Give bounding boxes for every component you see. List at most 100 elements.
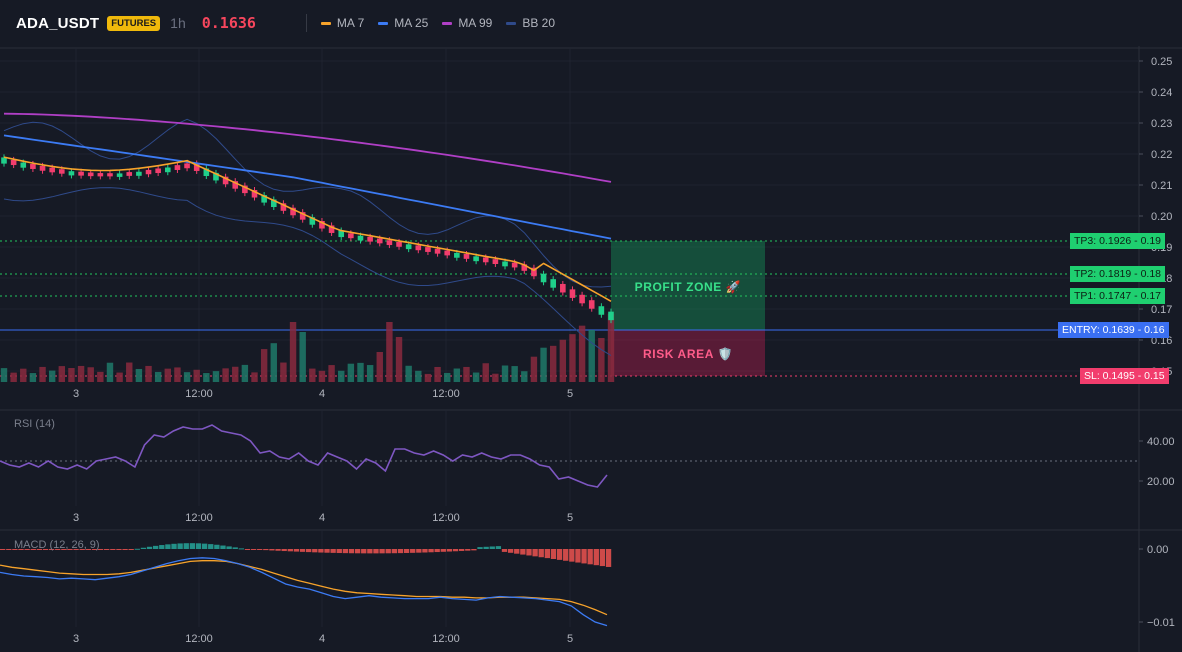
candle-body bbox=[569, 289, 576, 298]
macd-histogram-bar bbox=[48, 549, 55, 550]
legend-ma25[interactable]: MA 25 bbox=[378, 16, 428, 30]
time-tick-label: 3 bbox=[73, 388, 79, 400]
candle-body bbox=[97, 173, 104, 177]
volume-bar bbox=[559, 339, 567, 382]
candle-body bbox=[444, 250, 451, 256]
macd-histogram-bar bbox=[489, 546, 495, 549]
volume-bar bbox=[174, 367, 181, 382]
macd-histogram-bar bbox=[391, 549, 397, 554]
volume-bar bbox=[193, 369, 200, 382]
candle-body bbox=[280, 203, 287, 211]
tp2-label[interactable]: TP2: 0.1819 - 0.18 bbox=[1070, 266, 1165, 282]
volume-bar bbox=[97, 371, 104, 382]
time-tick-label: 5 bbox=[567, 512, 573, 524]
candle-body bbox=[145, 169, 152, 175]
macd-histogram-bar bbox=[587, 549, 593, 565]
macd-histogram-bar bbox=[471, 549, 477, 551]
macd-histogram-bar bbox=[532, 549, 538, 557]
tp3-label[interactable]: TP3: 0.1926 - 0.19 bbox=[1070, 233, 1165, 249]
symbol-name[interactable]: ADA_USDT bbox=[16, 14, 100, 32]
candle-body bbox=[502, 261, 508, 267]
macd-histogram-bar bbox=[397, 549, 404, 554]
candle-body bbox=[482, 257, 489, 263]
macd-histogram-bar bbox=[318, 549, 324, 553]
volume-bar bbox=[482, 363, 489, 382]
macd-histogram-bar bbox=[61, 549, 67, 550]
macd-histogram-bar bbox=[581, 549, 587, 564]
price-tick-label: 0.22 bbox=[1151, 149, 1172, 161]
volume-bar bbox=[309, 368, 316, 382]
timeframe-label[interactable]: 1h bbox=[170, 15, 186, 31]
volume-bar bbox=[607, 313, 615, 382]
macd-histogram-bar bbox=[501, 549, 508, 552]
tp1-axis: 0.17 bbox=[1140, 290, 1161, 302]
time-tick-label: 12:00 bbox=[432, 388, 460, 400]
macd-histogram-bar bbox=[244, 549, 251, 550]
price-tick-label: 0.20 bbox=[1151, 211, 1172, 223]
macd-histogram-bar bbox=[459, 549, 465, 551]
bb-lower-line bbox=[3, 187, 612, 356]
price-tick-label: 0.23 bbox=[1151, 118, 1172, 130]
time-tick-label: 12:00 bbox=[185, 633, 213, 645]
volume-bar bbox=[212, 371, 220, 382]
tp3-axis: 0.19 bbox=[1140, 235, 1161, 247]
volume-bar bbox=[0, 368, 8, 382]
sl-label[interactable]: SL: 0.1495 - 0.15 bbox=[1080, 368, 1169, 384]
macd-histogram-bar bbox=[153, 545, 159, 549]
candle-body bbox=[550, 279, 556, 288]
volume-bar bbox=[280, 362, 287, 382]
macd-histogram-bar bbox=[195, 543, 202, 549]
volume-bar bbox=[48, 370, 56, 382]
ma7-swatch bbox=[320, 21, 331, 25]
entry-label[interactable]: ENTRY: 0.1639 - 0.16 bbox=[1058, 322, 1169, 338]
risk-zone-label: RISK AREA 🛡️ bbox=[643, 347, 733, 361]
macd-histogram-bar bbox=[299, 549, 306, 552]
candle-body bbox=[10, 159, 17, 166]
macd-histogram-bar bbox=[18, 549, 24, 550]
volume-bar bbox=[424, 373, 432, 382]
macd-histogram-bar bbox=[0, 549, 6, 550]
volume-bar bbox=[10, 372, 17, 382]
candle-body bbox=[396, 241, 402, 247]
time-tick-label: 3 bbox=[73, 633, 79, 645]
tp1-text: TP1: 0.1747 bbox=[1074, 290, 1132, 302]
volume-bar bbox=[338, 370, 345, 382]
legend-bb20[interactable]: BB 20 bbox=[506, 16, 555, 30]
macd-axis-label: 0.00 bbox=[1147, 544, 1168, 556]
ma99-line bbox=[3, 112, 612, 183]
legend-ma7[interactable]: MA 7 bbox=[320, 16, 364, 30]
ma25-line bbox=[3, 134, 612, 240]
ma7-line bbox=[3, 156, 612, 302]
candle-body bbox=[473, 256, 479, 262]
macd-histogram-bar bbox=[128, 549, 134, 550]
rsi-axis-label: 40.00 bbox=[1147, 436, 1175, 448]
macd-histogram-bar bbox=[287, 549, 293, 552]
volume-bar bbox=[251, 372, 258, 382]
macd-histogram-bar bbox=[55, 549, 61, 550]
macd-histogram-bar bbox=[593, 549, 599, 566]
macd-histogram-bar bbox=[495, 546, 502, 549]
candle-body bbox=[598, 306, 605, 315]
rsi-axis-label: 20.00 bbox=[1147, 476, 1175, 488]
candle-body bbox=[531, 267, 537, 277]
time-tick-label: 3 bbox=[73, 512, 79, 524]
macd-histogram-bar bbox=[428, 549, 434, 553]
macd-histogram-bar bbox=[416, 549, 422, 553]
volume-bar bbox=[318, 370, 326, 382]
candle-body bbox=[608, 311, 614, 321]
legend-ma99[interactable]: MA 99 bbox=[442, 16, 492, 30]
macd-histogram-bar bbox=[201, 543, 208, 549]
candle-body bbox=[338, 230, 345, 238]
macd-histogram-bar bbox=[42, 549, 49, 550]
time-tick-label: 5 bbox=[567, 633, 573, 645]
tp1-label[interactable]: TP1: 0.1747 - 0.17 bbox=[1070, 288, 1165, 304]
entry-text: ENTRY: 0.1639 bbox=[1062, 324, 1135, 336]
header-divider bbox=[305, 14, 307, 32]
macd-histogram-bar bbox=[312, 549, 318, 553]
macd-title: MACD (12, 26, 9) bbox=[14, 539, 100, 551]
macd-histogram-bar bbox=[85, 549, 91, 550]
tp2-text: TP2: 0.1819 bbox=[1074, 268, 1132, 280]
macd-histogram-bar bbox=[514, 549, 520, 554]
volume-bar bbox=[376, 352, 383, 382]
